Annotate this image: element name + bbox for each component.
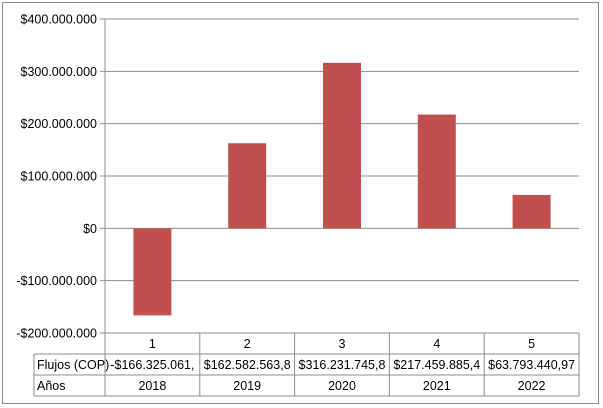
y-tick-label: $400.000.000 (21, 13, 98, 27)
bar (228, 143, 267, 229)
table-cell: 2021 (423, 379, 451, 393)
x-category-label: 2 (244, 337, 251, 351)
bar (133, 228, 172, 316)
table-row-header: Años (37, 379, 66, 393)
y-tick-label: $100.000.000 (21, 170, 98, 184)
table-cell: 2022 (518, 379, 546, 393)
x-category-label: 1 (149, 337, 156, 351)
bar-chart: $400.000.000 $300.000.000 $200.000.000 $100… (16, 13, 580, 397)
table-cell: $316.231.745,8 (299, 358, 386, 372)
table-cell: 2018 (138, 379, 166, 393)
bar (323, 62, 361, 229)
table-cell: $162.582.563,8 (204, 358, 291, 372)
bar (417, 114, 456, 229)
table-cell: $217.459.885,4 (393, 358, 480, 372)
y-tick-label: $300.000.000 (21, 65, 98, 79)
x-category-label: 3 (339, 337, 346, 351)
table-cell: 2020 (328, 379, 356, 393)
y-tick-label: -$200.000.000 (16, 327, 97, 341)
y-tick-label: -$100.000.000 (16, 274, 97, 288)
table-cell: -$166.325.061, (110, 358, 194, 372)
x-category-label: 5 (528, 337, 535, 351)
table-row-header: Flujos (COP) (37, 358, 109, 372)
table-cell: $63.793.440,97 (488, 358, 575, 372)
chart-frame: $400.000.000 $300.000.000 $200.000.000 $100… (2, 2, 599, 404)
y-tick-label: $0 (83, 222, 97, 236)
y-tick-label: $200.000.000 (21, 117, 98, 131)
table-cell: 2019 (233, 379, 261, 393)
bar (512, 194, 551, 229)
x-category-label: 4 (433, 337, 440, 351)
